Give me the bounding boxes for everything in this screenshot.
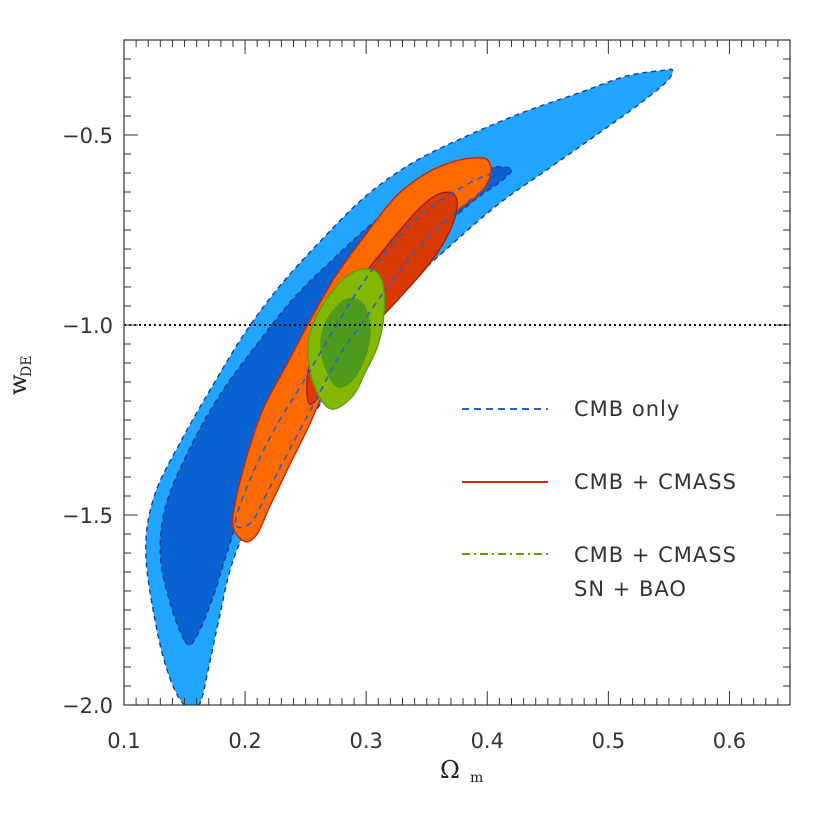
contour-2	[231, 156, 492, 543]
legend-label-all-2: SN + BAO	[574, 577, 687, 601]
x-tick-label: 0.2	[228, 729, 261, 753]
x-axis-label-sub: m	[470, 770, 483, 786]
y-axis-label-sub: DE	[19, 356, 35, 377]
tick-labels: 0.1 0.2 0.3 0.4 0.5 0.6 −2.0 −1.5 −1.0 −0.5	[62, 124, 746, 753]
plot-frame	[123, 39, 791, 706]
y-axis-label-group: w DE	[4, 356, 35, 395]
contour-layer	[145, 68, 674, 705]
contour-1	[159, 166, 513, 647]
x-axis-label: Ω	[440, 756, 460, 784]
legend: CMB only CMB + CMASS CMB + CMASS SN + BA…	[462, 397, 737, 601]
legend-label-cmb-cmass: CMB + CMASS	[574, 470, 737, 494]
axis-ticks	[123, 39, 791, 706]
x-tick-label: 0.5	[592, 729, 625, 753]
y-axis-label: w	[4, 374, 32, 395]
legend-label-cmb: CMB only	[574, 397, 680, 421]
x-tick-label: 0.3	[349, 729, 382, 753]
contour-5	[320, 297, 371, 388]
y-tick-label: −1.5	[62, 504, 113, 528]
y-tick-label: −2.0	[62, 694, 113, 718]
x-tick-label: 0.6	[713, 729, 746, 753]
y-tick-label: −1.0	[62, 314, 113, 338]
legend-label-all-1: CMB + CMASS	[574, 543, 737, 567]
x-tick-label: 0.1	[107, 729, 140, 753]
x-tick-label: 0.4	[471, 729, 504, 753]
y-tick-label: −0.5	[62, 124, 113, 148]
